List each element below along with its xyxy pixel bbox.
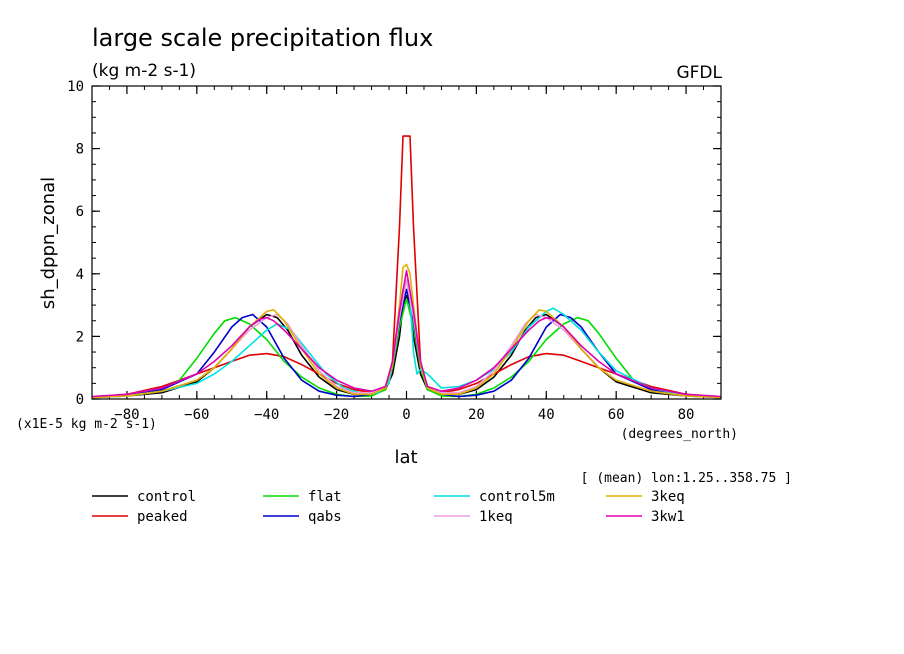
units-label: (kg m-2 s-1) bbox=[92, 61, 196, 81]
y-tick-label: 0 bbox=[76, 392, 84, 408]
legend-label-peaked: peaked bbox=[137, 509, 188, 525]
x-tick-label: 40 bbox=[538, 407, 555, 423]
series-line-qabs bbox=[91, 288, 722, 399]
legend-label-qabs: qabs bbox=[308, 509, 342, 525]
series-line-control bbox=[91, 294, 722, 399]
x-tick-label: −80 bbox=[114, 407, 139, 423]
series-line-peaked bbox=[91, 135, 722, 399]
y-tick-label: 4 bbox=[76, 267, 84, 283]
series-line-3kw1 bbox=[91, 269, 722, 398]
x-tick-label: 60 bbox=[608, 407, 625, 423]
y-tick-label: 10 bbox=[67, 79, 84, 95]
x-tick-label: −60 bbox=[184, 407, 209, 423]
x-tick-label: −20 bbox=[324, 407, 349, 423]
x-tick-label: 0 bbox=[402, 407, 410, 423]
legend-label-1keq: 1keq bbox=[479, 509, 513, 525]
legend-label-3kw1: 3kw1 bbox=[651, 509, 685, 525]
y-tick-label: 2 bbox=[76, 329, 84, 345]
x-axis-label: lat bbox=[394, 447, 417, 468]
legend-label-control: control bbox=[137, 489, 196, 505]
legend: control peaked flat qabs control5m 1keq 3keq 3k… bbox=[92, 489, 685, 525]
x-unit-label: (degrees_north) bbox=[621, 427, 738, 442]
x-tick-label: 80 bbox=[678, 407, 695, 423]
series-line-1keq bbox=[91, 279, 722, 399]
source-label: GFDL bbox=[676, 63, 722, 83]
legend-label-3keq: 3keq bbox=[651, 489, 685, 505]
series-layer bbox=[91, 135, 722, 399]
legend-label-flat: flat bbox=[308, 489, 342, 505]
chart-title: large scale precipitation flux bbox=[92, 24, 433, 52]
series-line-flat bbox=[91, 297, 722, 399]
y-tick-labels: 0 2 4 6 8 10 bbox=[67, 79, 84, 408]
major-ticks bbox=[92, 85, 721, 400]
y-scale-label: (x1E-5 kg m-2 s-1) bbox=[16, 417, 157, 432]
x-tick-label: −40 bbox=[254, 407, 279, 423]
plot-frame bbox=[91, 85, 722, 400]
legend-label-control5m: control5m bbox=[479, 489, 555, 505]
y-tick-label: 6 bbox=[76, 204, 84, 220]
minor-ticks bbox=[91, 85, 722, 400]
mean-note: [ (mean) lon:1.25..358.75 ] bbox=[581, 471, 792, 486]
y-tick-label: 8 bbox=[76, 142, 84, 158]
y-axis-label: sh_dppn_zonal bbox=[38, 177, 59, 309]
x-tick-labels: −80 −60 −40 −20 0 20 40 60 80 bbox=[114, 407, 694, 423]
x-tick-label: 20 bbox=[468, 407, 485, 423]
